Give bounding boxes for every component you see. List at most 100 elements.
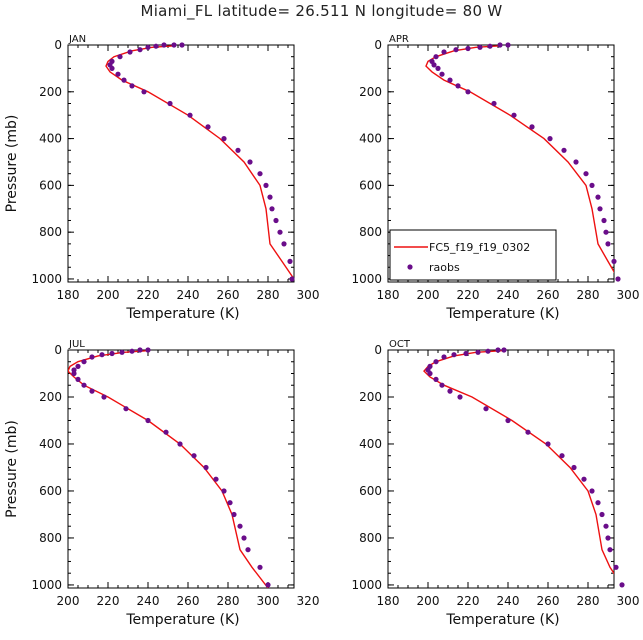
obs-point bbox=[571, 464, 577, 471]
obs-point bbox=[205, 124, 211, 130]
y-tick-label: 0 bbox=[54, 343, 62, 357]
obs-point bbox=[447, 388, 453, 394]
obs-point bbox=[145, 417, 151, 424]
obs-point bbox=[119, 349, 125, 355]
x-tick-label: 280 bbox=[217, 594, 240, 608]
obs-point bbox=[121, 77, 127, 83]
x-tick-label: 300 bbox=[297, 288, 320, 302]
obs-point bbox=[529, 124, 535, 130]
x-tick-label: 240 bbox=[177, 288, 200, 302]
plot-frame bbox=[387, 349, 615, 589]
x-axis-label: Temperature (K) bbox=[125, 612, 239, 628]
panel-oct: 180 200 220 240 260 280 300 0 200 400 600 800 1000 OC… bbox=[351, 339, 639, 628]
obs-point bbox=[495, 347, 501, 353]
x-tick-label: 240 bbox=[137, 594, 160, 608]
obs-point bbox=[99, 352, 105, 358]
x-axis-label: Temperature (K) bbox=[125, 306, 239, 322]
obs-point bbox=[101, 394, 107, 400]
obs-point bbox=[433, 359, 439, 365]
obs-point bbox=[465, 89, 471, 95]
x-tick-label: 180 bbox=[377, 594, 400, 608]
x-tick-label: 300 bbox=[617, 594, 640, 608]
obs-point bbox=[81, 359, 87, 365]
obs-point bbox=[487, 43, 493, 49]
obs-point bbox=[619, 582, 625, 588]
obs-point bbox=[117, 54, 123, 60]
x-tick-label: 240 bbox=[497, 288, 520, 302]
obs-point bbox=[213, 476, 219, 482]
obs-point bbox=[123, 406, 129, 412]
obs-point bbox=[589, 182, 595, 188]
obs-point bbox=[501, 347, 507, 353]
obs-point bbox=[497, 42, 503, 48]
obs-point bbox=[75, 376, 81, 382]
obs-point bbox=[559, 453, 565, 459]
x-tick-label: 320 bbox=[297, 594, 320, 608]
panel-title: APR bbox=[389, 34, 409, 45]
obs-point bbox=[145, 44, 151, 50]
obs-point bbox=[269, 206, 275, 212]
obs-point bbox=[545, 441, 551, 447]
obs-point bbox=[273, 217, 279, 224]
obs-point bbox=[241, 535, 247, 541]
obs-point bbox=[287, 258, 293, 264]
y-tick-label: 800 bbox=[39, 225, 62, 239]
panel-title: JUL bbox=[68, 339, 85, 350]
obs-point bbox=[265, 582, 271, 588]
obs-point bbox=[589, 488, 595, 494]
obs-point bbox=[221, 488, 227, 494]
panel-jul: 200 220 240 260 280 300 320 0 200 400 600 800 1000 JU… bbox=[4, 339, 319, 628]
obs-point bbox=[263, 182, 269, 188]
y-tick-label: 200 bbox=[39, 390, 62, 404]
y-tick-label: 600 bbox=[359, 178, 382, 192]
obs-point bbox=[109, 65, 115, 71]
obs-point bbox=[427, 370, 433, 377]
obs-point bbox=[187, 112, 193, 118]
obs-point bbox=[171, 42, 177, 48]
x-tick-label: 200 bbox=[417, 594, 440, 608]
obs-point bbox=[267, 194, 273, 200]
y-tick-label: 1000 bbox=[31, 272, 62, 286]
obs-point bbox=[451, 352, 457, 358]
x-tick-label: 240 bbox=[497, 594, 520, 608]
obs-point bbox=[439, 382, 445, 388]
y-tick-label: 200 bbox=[39, 85, 62, 99]
obs-point bbox=[227, 500, 233, 506]
y-tick-label: 200 bbox=[359, 85, 382, 99]
y-tick-label: 1000 bbox=[351, 272, 382, 286]
obs-point bbox=[245, 547, 251, 553]
x-tick-label: 180 bbox=[57, 288, 80, 302]
obs-point bbox=[109, 350, 115, 357]
y-tick-label: 400 bbox=[359, 437, 382, 451]
x-tick-label: 280 bbox=[257, 288, 280, 302]
y-tick-label: 0 bbox=[374, 343, 382, 357]
obs-point bbox=[433, 54, 439, 60]
y-tick-label: 400 bbox=[39, 437, 62, 451]
obs-point bbox=[89, 354, 95, 360]
y-tick-label: 0 bbox=[374, 38, 382, 52]
model-series-line bbox=[423, 350, 614, 575]
obs-point bbox=[573, 159, 579, 165]
obs-point bbox=[595, 500, 601, 506]
obs-point bbox=[277, 229, 283, 235]
x-tick-label: 260 bbox=[537, 594, 560, 608]
obs-point bbox=[613, 564, 619, 570]
obs-point bbox=[457, 394, 463, 400]
obs-point bbox=[141, 89, 147, 95]
obs-point bbox=[89, 388, 95, 394]
obs-point bbox=[281, 241, 287, 247]
obs-point bbox=[605, 241, 611, 247]
obs-point bbox=[597, 206, 603, 212]
x-tick-label: 200 bbox=[97, 288, 120, 302]
obs-point bbox=[257, 564, 263, 570]
obs-point bbox=[81, 382, 87, 388]
x-tick-label: 200 bbox=[57, 594, 80, 608]
obs-point bbox=[505, 417, 511, 424]
model-series-line bbox=[68, 350, 269, 588]
obs-point bbox=[607, 547, 613, 553]
obs-point bbox=[455, 83, 461, 89]
y-tick-label: 800 bbox=[39, 531, 62, 545]
x-tick-label: 260 bbox=[217, 288, 240, 302]
plot-frame bbox=[67, 44, 295, 283]
obs-point bbox=[601, 217, 607, 224]
